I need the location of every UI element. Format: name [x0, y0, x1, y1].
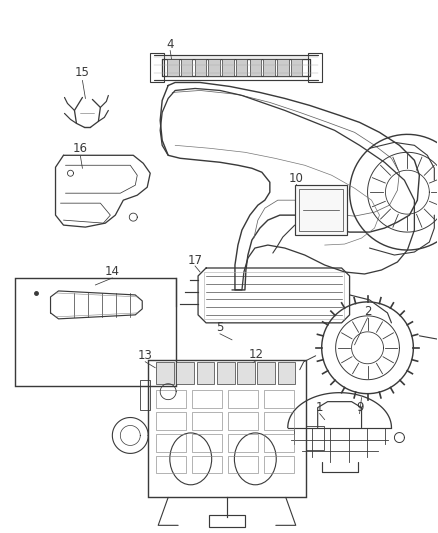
Bar [209, 515, 245, 527]
Text: 1: 1 [316, 401, 323, 414]
Bar [236, 59, 247, 77]
Bar [150, 53, 164, 83]
Bar [156, 390, 186, 408]
Bar [278, 362, 295, 384]
Text: 12: 12 [248, 348, 263, 361]
Text: 13: 13 [138, 349, 153, 362]
Bar [140, 379, 150, 410]
Bar [257, 362, 275, 384]
Bar [222, 59, 233, 77]
Text: 9: 9 [356, 401, 363, 414]
Bar [264, 456, 294, 473]
Bar [192, 411, 222, 430]
Bar [156, 433, 186, 451]
Bar [308, 53, 321, 83]
Bar [177, 362, 194, 384]
Bar [306, 426, 324, 450]
Bar [148, 360, 306, 497]
Bar [228, 433, 258, 451]
Bar [194, 59, 206, 77]
Bar [192, 456, 222, 473]
Text: 14: 14 [105, 265, 120, 278]
Bar [217, 362, 235, 384]
Bar [156, 456, 186, 473]
Bar [237, 362, 255, 384]
Bar [181, 59, 192, 77]
Text: 2: 2 [364, 305, 371, 318]
Bar [264, 411, 294, 430]
Bar [228, 411, 258, 430]
Bar [264, 390, 294, 408]
Bar [197, 362, 214, 384]
Bar [208, 59, 220, 77]
Bar [295, 185, 346, 235]
Bar [291, 59, 302, 77]
Text: 4: 4 [166, 38, 174, 51]
Bar [192, 433, 222, 451]
Bar [277, 59, 289, 77]
Bar [156, 411, 186, 430]
Bar [192, 390, 222, 408]
Bar [167, 59, 179, 77]
Bar [228, 456, 258, 473]
Text: 5: 5 [216, 321, 224, 334]
Text: 16: 16 [73, 142, 88, 155]
Bar [14, 278, 176, 386]
Bar [264, 433, 294, 451]
Bar [299, 189, 343, 231]
Bar [250, 59, 261, 77]
Bar [437, 350, 438, 360]
Text: 17: 17 [187, 254, 203, 266]
Bar [156, 362, 174, 384]
Bar [264, 59, 275, 77]
Text: 10: 10 [288, 172, 303, 185]
Text: 15: 15 [75, 66, 90, 79]
Bar [204, 272, 343, 319]
Bar [228, 390, 258, 408]
